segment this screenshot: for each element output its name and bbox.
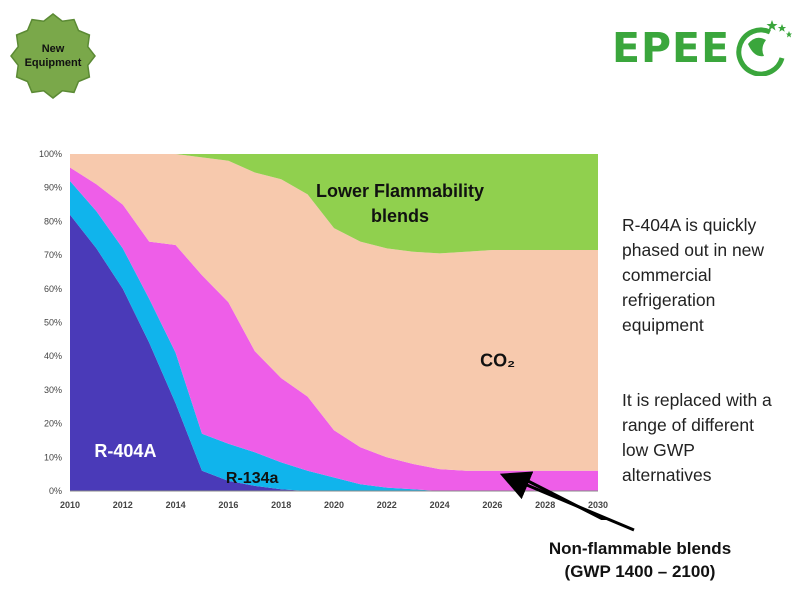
side-note-paragraph-1: R-404A is quickly phased out in new comm… <box>622 215 765 335</box>
y-tick-label: 20% <box>44 419 62 429</box>
side-note: R-404A is quickly phased out in new comm… <box>622 188 792 538</box>
chart-areas <box>70 154 598 491</box>
y-tick-label: 60% <box>44 284 62 294</box>
badge-shape <box>10 13 96 99</box>
y-axis-ticks: 0% 10% 20% 30% 40% 50% 60% 70% 80% 90% 100% <box>39 149 62 496</box>
y-tick-label: 50% <box>44 318 62 328</box>
badge-label: New Equipment <box>24 43 82 69</box>
side-note-paragraph-2: It is replaced with a range of different… <box>622 390 772 485</box>
logo-text: EPEE <box>612 24 731 72</box>
new-equipment-badge: New Equipment <box>6 12 100 100</box>
area-non-flammable-blends <box>70 167 598 491</box>
series-label-co2: CO₂ <box>480 351 515 371</box>
callout-line-1: Non-flammable blends <box>548 539 732 558</box>
y-tick-label: 90% <box>44 183 62 193</box>
y-tick-label: 40% <box>44 351 62 361</box>
x-tick-label: 2018 <box>271 500 291 510</box>
globe-stars-icon <box>736 20 792 76</box>
x-tick-label: 2030 <box>588 500 608 510</box>
callout-line-2: (GWP 1400 – 2100) <box>564 562 716 581</box>
x-tick-label: 2016 <box>218 500 238 510</box>
area-r-404a <box>70 214 598 491</box>
x-tick-label: 2026 <box>482 500 502 510</box>
y-tick-label: 80% <box>44 216 62 226</box>
x-tick-label: 2022 <box>377 500 397 510</box>
x-tick-label: 2010 <box>60 500 80 510</box>
series-label-lower-flammability-blends: Lower Flammability blends <box>316 181 484 226</box>
callout-text: Non-flammable blends (GWP 1400 – 2100) <box>520 537 760 583</box>
y-tick-label: 70% <box>44 250 62 260</box>
y-tick-label: 100% <box>39 149 62 159</box>
series-labels: Lower Flammability blends CO₂ R-404A R-134a <box>94 181 515 487</box>
epee-logo: EPEE <box>612 14 792 76</box>
series-label-r-404a: R-404A <box>94 441 156 461</box>
area-lower-flammability-blends <box>70 154 598 254</box>
x-tick-label: 2024 <box>430 500 450 510</box>
area-co2 <box>70 154 598 471</box>
refrigerant-share-chart: 0%10%20%30%40%50%60%70%80%90%100% 2010 20… <box>39 149 608 520</box>
series-label-r-134a: R-134a <box>226 470 279 487</box>
x-tick-label: 2012 <box>113 500 133 510</box>
y-tick-label: 30% <box>44 385 62 395</box>
callout-arrow-line <box>499 471 635 532</box>
y-tick-label: 0% <box>49 486 62 496</box>
x-axis-ticks: 2010 2012 2014 2016 2018 2020 2022 2024 2026 2028… <box>60 490 608 510</box>
x-tick-label: 2028 <box>535 500 555 510</box>
x-tick-label: 2014 <box>166 500 186 510</box>
x-tick-label: 2020 <box>324 500 344 510</box>
y-tick-label: 10% <box>44 452 62 462</box>
